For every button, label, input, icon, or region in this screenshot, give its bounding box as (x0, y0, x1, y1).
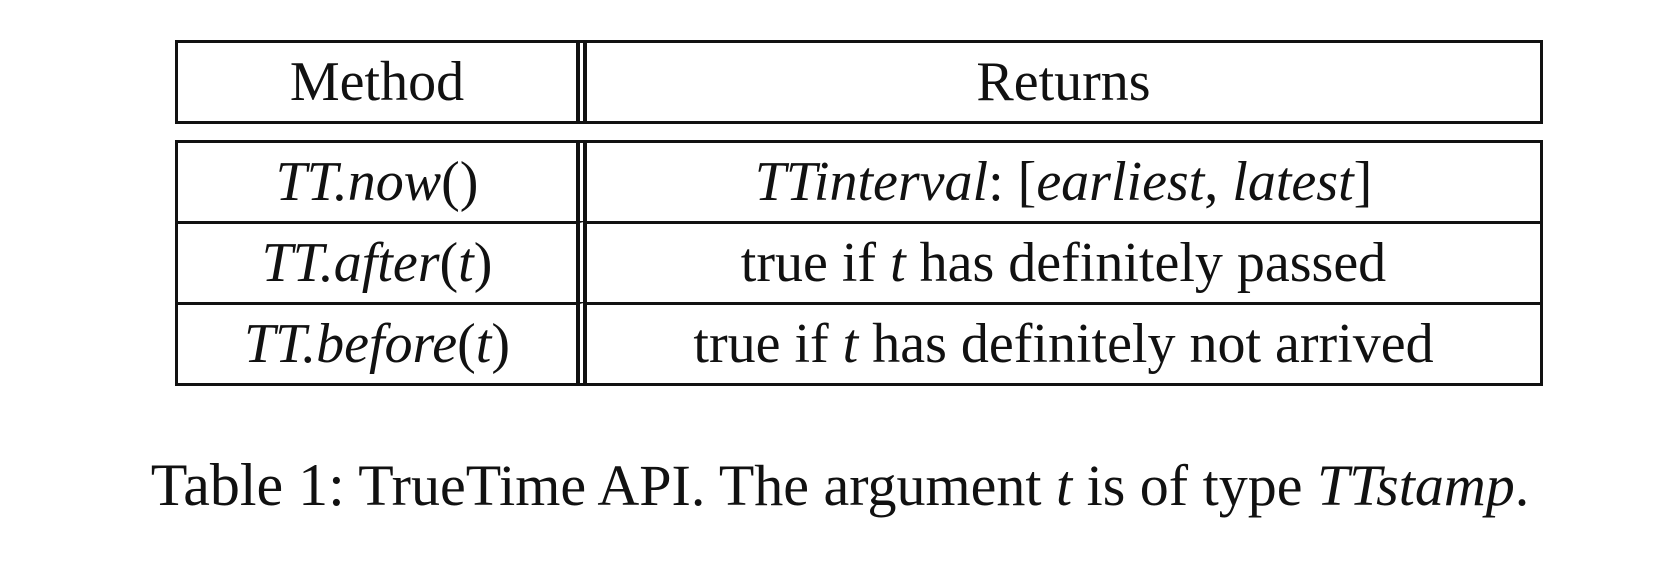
method-arg: t (475, 313, 492, 375)
header-row: Method Returns (178, 43, 1540, 121)
caption-end: . (1514, 453, 1530, 518)
caption-var: t (1055, 453, 1073, 518)
method-name: TT.after (261, 232, 440, 294)
table-row: TT.after(t) true if t has definitely pas… (178, 221, 1540, 302)
caption-type: TTstamp (1316, 453, 1515, 518)
returns-cell: TTinterval: [earliest, latest] (587, 143, 1540, 221)
return-var: t (890, 232, 906, 294)
return-sep: : [ (988, 151, 1037, 213)
return-earliest: earliest (1036, 151, 1205, 213)
method-arg: t (458, 232, 474, 294)
return-post: has definitely not arrived (858, 313, 1434, 375)
caption-text-a: TrueTime API. The argument (344, 453, 1056, 518)
returns-cell: true if t has definitely passed (587, 221, 1540, 302)
method-cell: TT.before(t) (178, 302, 587, 383)
method-name: TT.now (275, 151, 442, 213)
return-var: t (842, 313, 859, 375)
return-close: ] (1353, 151, 1373, 213)
method-paren-close: ) (491, 313, 510, 375)
return-post: has definitely passed (905, 232, 1387, 294)
return-pre: true if (693, 313, 843, 375)
method-name: TT.before (244, 313, 458, 375)
return-latest: latest (1232, 151, 1354, 213)
header-method: Method (178, 43, 587, 121)
return-comma: , (1204, 151, 1233, 213)
method-args: () (441, 151, 479, 213)
header-returns: Returns (976, 51, 1151, 113)
return-pre: true if (740, 232, 891, 294)
method-paren-open: ( (439, 232, 459, 294)
table-row: TT.now() TTinterval: [earliest, latest] (178, 143, 1540, 221)
method-cell: TT.now() (178, 143, 587, 221)
table-header: Method Returns (175, 40, 1543, 124)
method-cell: TT.after(t) (178, 221, 587, 302)
method-paren-close: ) (473, 232, 493, 294)
caption-text-b: is of type (1072, 453, 1317, 518)
method-paren-open: ( (457, 313, 476, 375)
returns-cell: true if t has definitely not arrived (587, 302, 1540, 383)
table-body: TT.now() TTinterval: [earliest, latest] … (175, 140, 1543, 386)
table-row: TT.before(t) true if t has definitely no… (178, 302, 1540, 383)
table-caption: Table 1: TrueTime API. The argument t is… (0, 455, 1680, 515)
caption-label: Table 1: (150, 452, 345, 518)
return-type: TTinterval (754, 151, 989, 213)
